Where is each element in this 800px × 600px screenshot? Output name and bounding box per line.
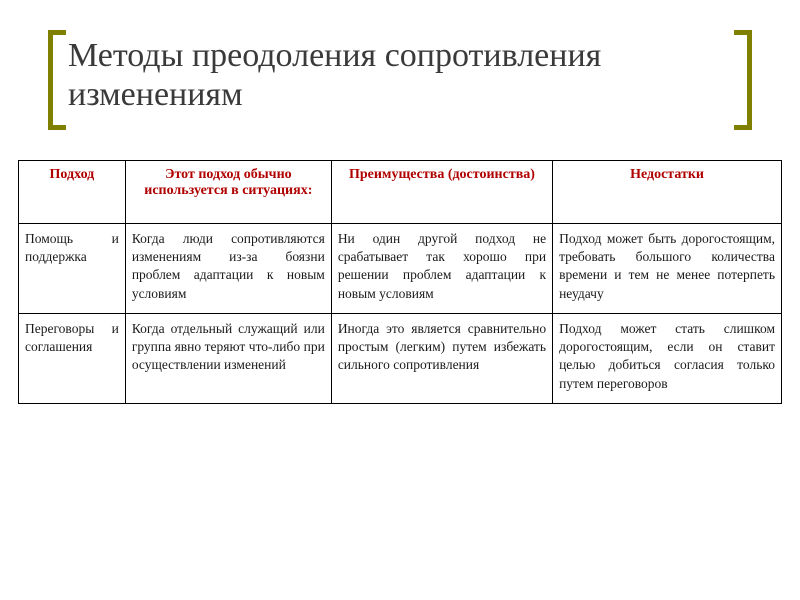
title-frame: Методы преодоления сопротивления изменен… <box>48 30 752 150</box>
col-header-disadvantage: Недостатки <box>553 161 782 224</box>
cell-advantage: Иногда это является сравнительно простым… <box>331 313 552 403</box>
cell-situation: Когда отдельный служащий или группа явно… <box>125 313 331 403</box>
table-row: Помощь и поддержка Когда люди сопротивля… <box>19 224 782 314</box>
col-header-approach: Подход <box>19 161 126 224</box>
col-header-advantage: Преимущества (достоинства) <box>331 161 552 224</box>
cell-disadvantage: Подход может быть дорогостоящим, требова… <box>553 224 782 314</box>
table-row: Переговоры и соглашения Когда отдельный … <box>19 313 782 403</box>
cell-approach: Переговоры и соглашения <box>19 313 126 403</box>
cell-advantage: Ни один другой подход не срабатывает так… <box>331 224 552 314</box>
cell-approach: Помощь и поддержка <box>19 224 126 314</box>
cell-situation: Когда люди сопротивляются изменениям из-… <box>125 224 331 314</box>
bracket-left-icon <box>48 30 66 130</box>
bracket-right-icon <box>734 30 752 130</box>
slide: Методы преодоления сопротивления изменен… <box>0 0 800 600</box>
slide-title: Методы преодоления сопротивления изменен… <box>48 30 752 120</box>
col-header-situation: Этот подход обычно используется в ситуац… <box>125 161 331 224</box>
table-header-row: Подход Этот подход обычно используется в… <box>19 161 782 224</box>
methods-table: Подход Этот подход обычно используется в… <box>18 160 782 404</box>
cell-disadvantage: Подход может стать слишком дорогостоящим… <box>553 313 782 403</box>
